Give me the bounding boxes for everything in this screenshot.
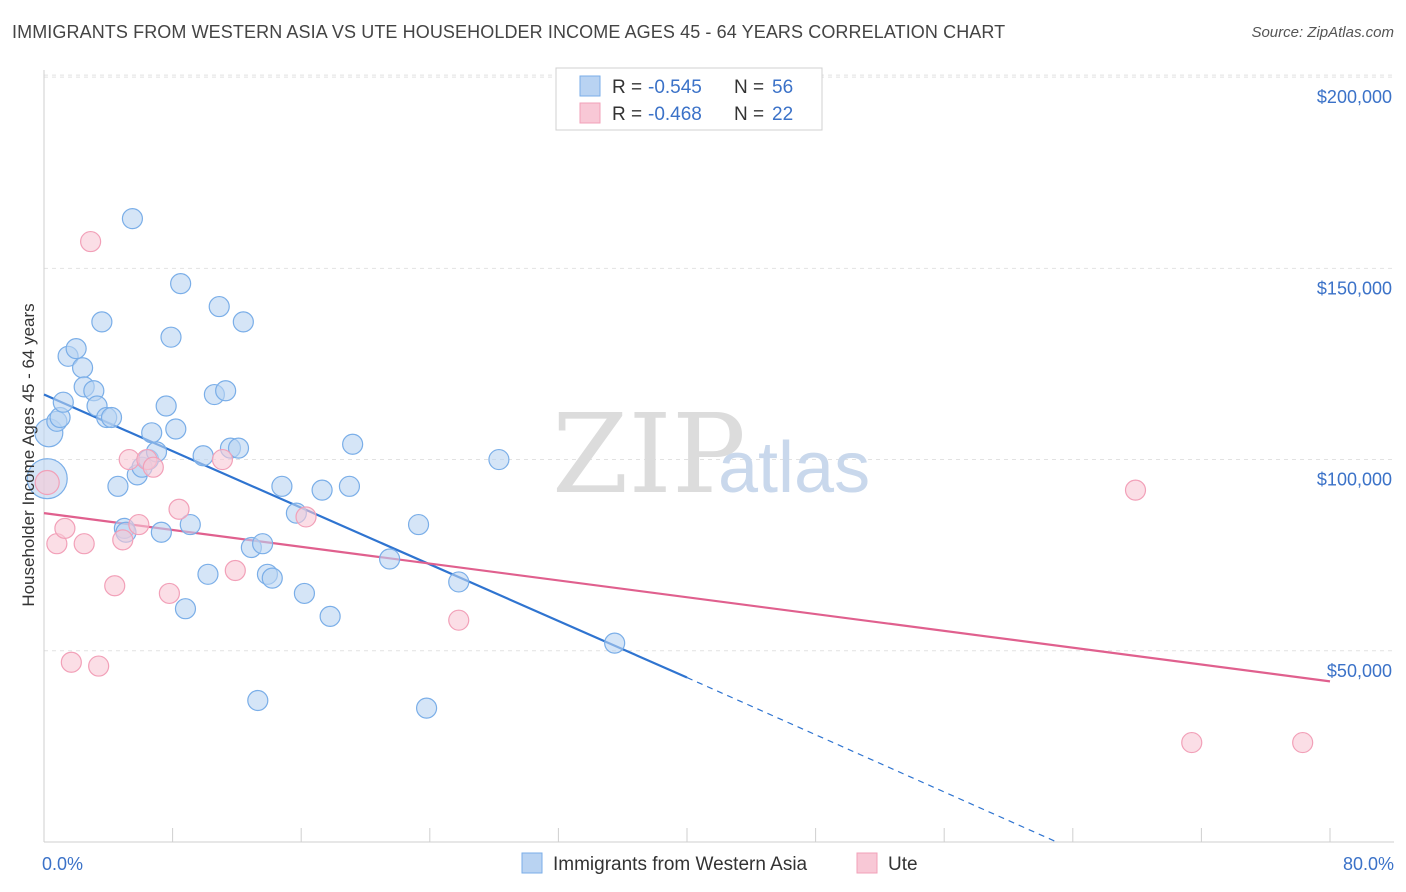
point-0-34 [215,380,237,402]
legend-n-label-western-asia: N = [734,77,769,98]
bottom-legend-swatch-ute [856,852,878,874]
legend-r-label-western-asia: R = [612,77,647,98]
point-1-14 [168,498,190,520]
axes [43,70,1394,843]
point-0-31 [197,563,219,585]
y-tick-label-2: $150,000 [1317,278,1392,298]
point-0-50 [379,548,401,570]
point-1-3 [60,651,82,673]
bottom-legend-label-ute: Ute [888,854,918,875]
point-0-11 [91,311,113,333]
point-1-2 [54,517,76,540]
point-0-36 [227,437,250,459]
legend-swatch-ute [579,102,601,124]
point-0-17 [121,208,144,230]
point-0-40 [252,533,274,555]
point-0-54 [488,448,510,471]
point-0-55 [604,632,626,654]
point-0-52 [415,697,438,719]
bottom-legend-label-western-asia: Immigrants from Western Asia [553,854,808,875]
legend-swatch-western-asia [579,75,601,97]
point-1-15 [211,448,234,471]
chart-title: IMMIGRANTS FROM WESTERN ASIA VS UTE HOUS… [12,22,1006,42]
point-0-48 [338,475,361,497]
point-0-39 [247,689,269,712]
point-1-9 [118,448,140,471]
legend-n-value-western-asia: 56 [772,77,793,98]
point-0-42 [261,567,283,589]
legend-r-label-ute: R = [612,104,647,125]
point-1-10 [128,513,150,536]
point-0-28 [174,598,197,620]
point-0-13 [100,406,123,429]
trend-line-extension-0 [686,677,1057,843]
point-1-17 [295,506,317,528]
point-0-26 [165,418,187,440]
point-1-21 [1292,731,1314,754]
point-0-29 [179,513,201,536]
point-0-53 [448,571,470,593]
data-points [26,208,1314,754]
trend-line-1 [43,512,1331,683]
legend-r-value-western-asia: -0.545 [648,77,702,98]
point-1-12 [142,456,164,478]
point-0-51 [407,513,430,536]
point-0-4 [52,391,74,413]
legend-r-value-ute: -0.468 [648,104,702,125]
watermark-zip: ZIP [552,390,746,518]
watermark: ZIP atlas [552,390,870,518]
series-1 [34,230,1314,754]
chart-source: Source: ZipAtlas.com [1251,24,1394,41]
point-1-20 [1181,731,1203,754]
y-axis-label: Householder Income Ages 45 - 64 years [19,303,38,606]
point-0-37 [232,311,254,333]
gridlines [44,74,1394,652]
y-tick-labels: $50,000 $100,000 $150,000 $200,000 [1317,87,1392,681]
point-0-45 [293,582,316,605]
point-0-43 [271,475,293,497]
point-1-5 [80,230,102,253]
bottom-legend: Immigrants from Western Asia Ute [521,852,918,875]
legend-n-label-ute: N = [734,104,769,125]
bottom-legend-swatch-western-asia [521,852,543,874]
point-0-14 [107,475,129,497]
point-0-21 [141,422,163,444]
legend-box: R = -0.545 N = 56 R = -0.468 N = 22 [555,67,823,131]
point-0-33 [208,295,230,318]
legend-n-value-ute: 22 [772,104,793,125]
point-1-13 [158,582,180,605]
point-0-24 [155,395,177,417]
x-tick-label-right: 80.0% [1343,854,1394,874]
y-tick-label-3: $200,000 [1317,87,1392,107]
x-tick-labels: 0.0% 80.0% [42,854,1394,874]
point-0-46 [311,479,333,501]
point-1-7 [104,575,126,597]
point-1-6 [88,655,110,677]
x-tick-label-left: 0.0% [42,854,83,874]
point-0-27 [170,273,192,295]
point-1-19 [1124,479,1147,501]
watermark-atlas: atlas [718,428,870,508]
point-1-8 [112,529,134,551]
point-1-0 [34,469,60,496]
point-0-23 [150,521,172,543]
point-1-16 [224,559,246,582]
point-1-4 [73,533,95,555]
y-tick-label-1: $100,000 [1317,470,1392,490]
point-1-18 [448,609,470,631]
y-tick-label-0: $50,000 [1327,661,1392,681]
point-0-30 [192,445,214,467]
series-0 [26,208,626,719]
point-0-25 [160,326,182,348]
point-0-47 [319,605,341,627]
point-0-49 [342,433,364,455]
point-0-7 [71,357,94,379]
point-0-6 [65,338,87,360]
